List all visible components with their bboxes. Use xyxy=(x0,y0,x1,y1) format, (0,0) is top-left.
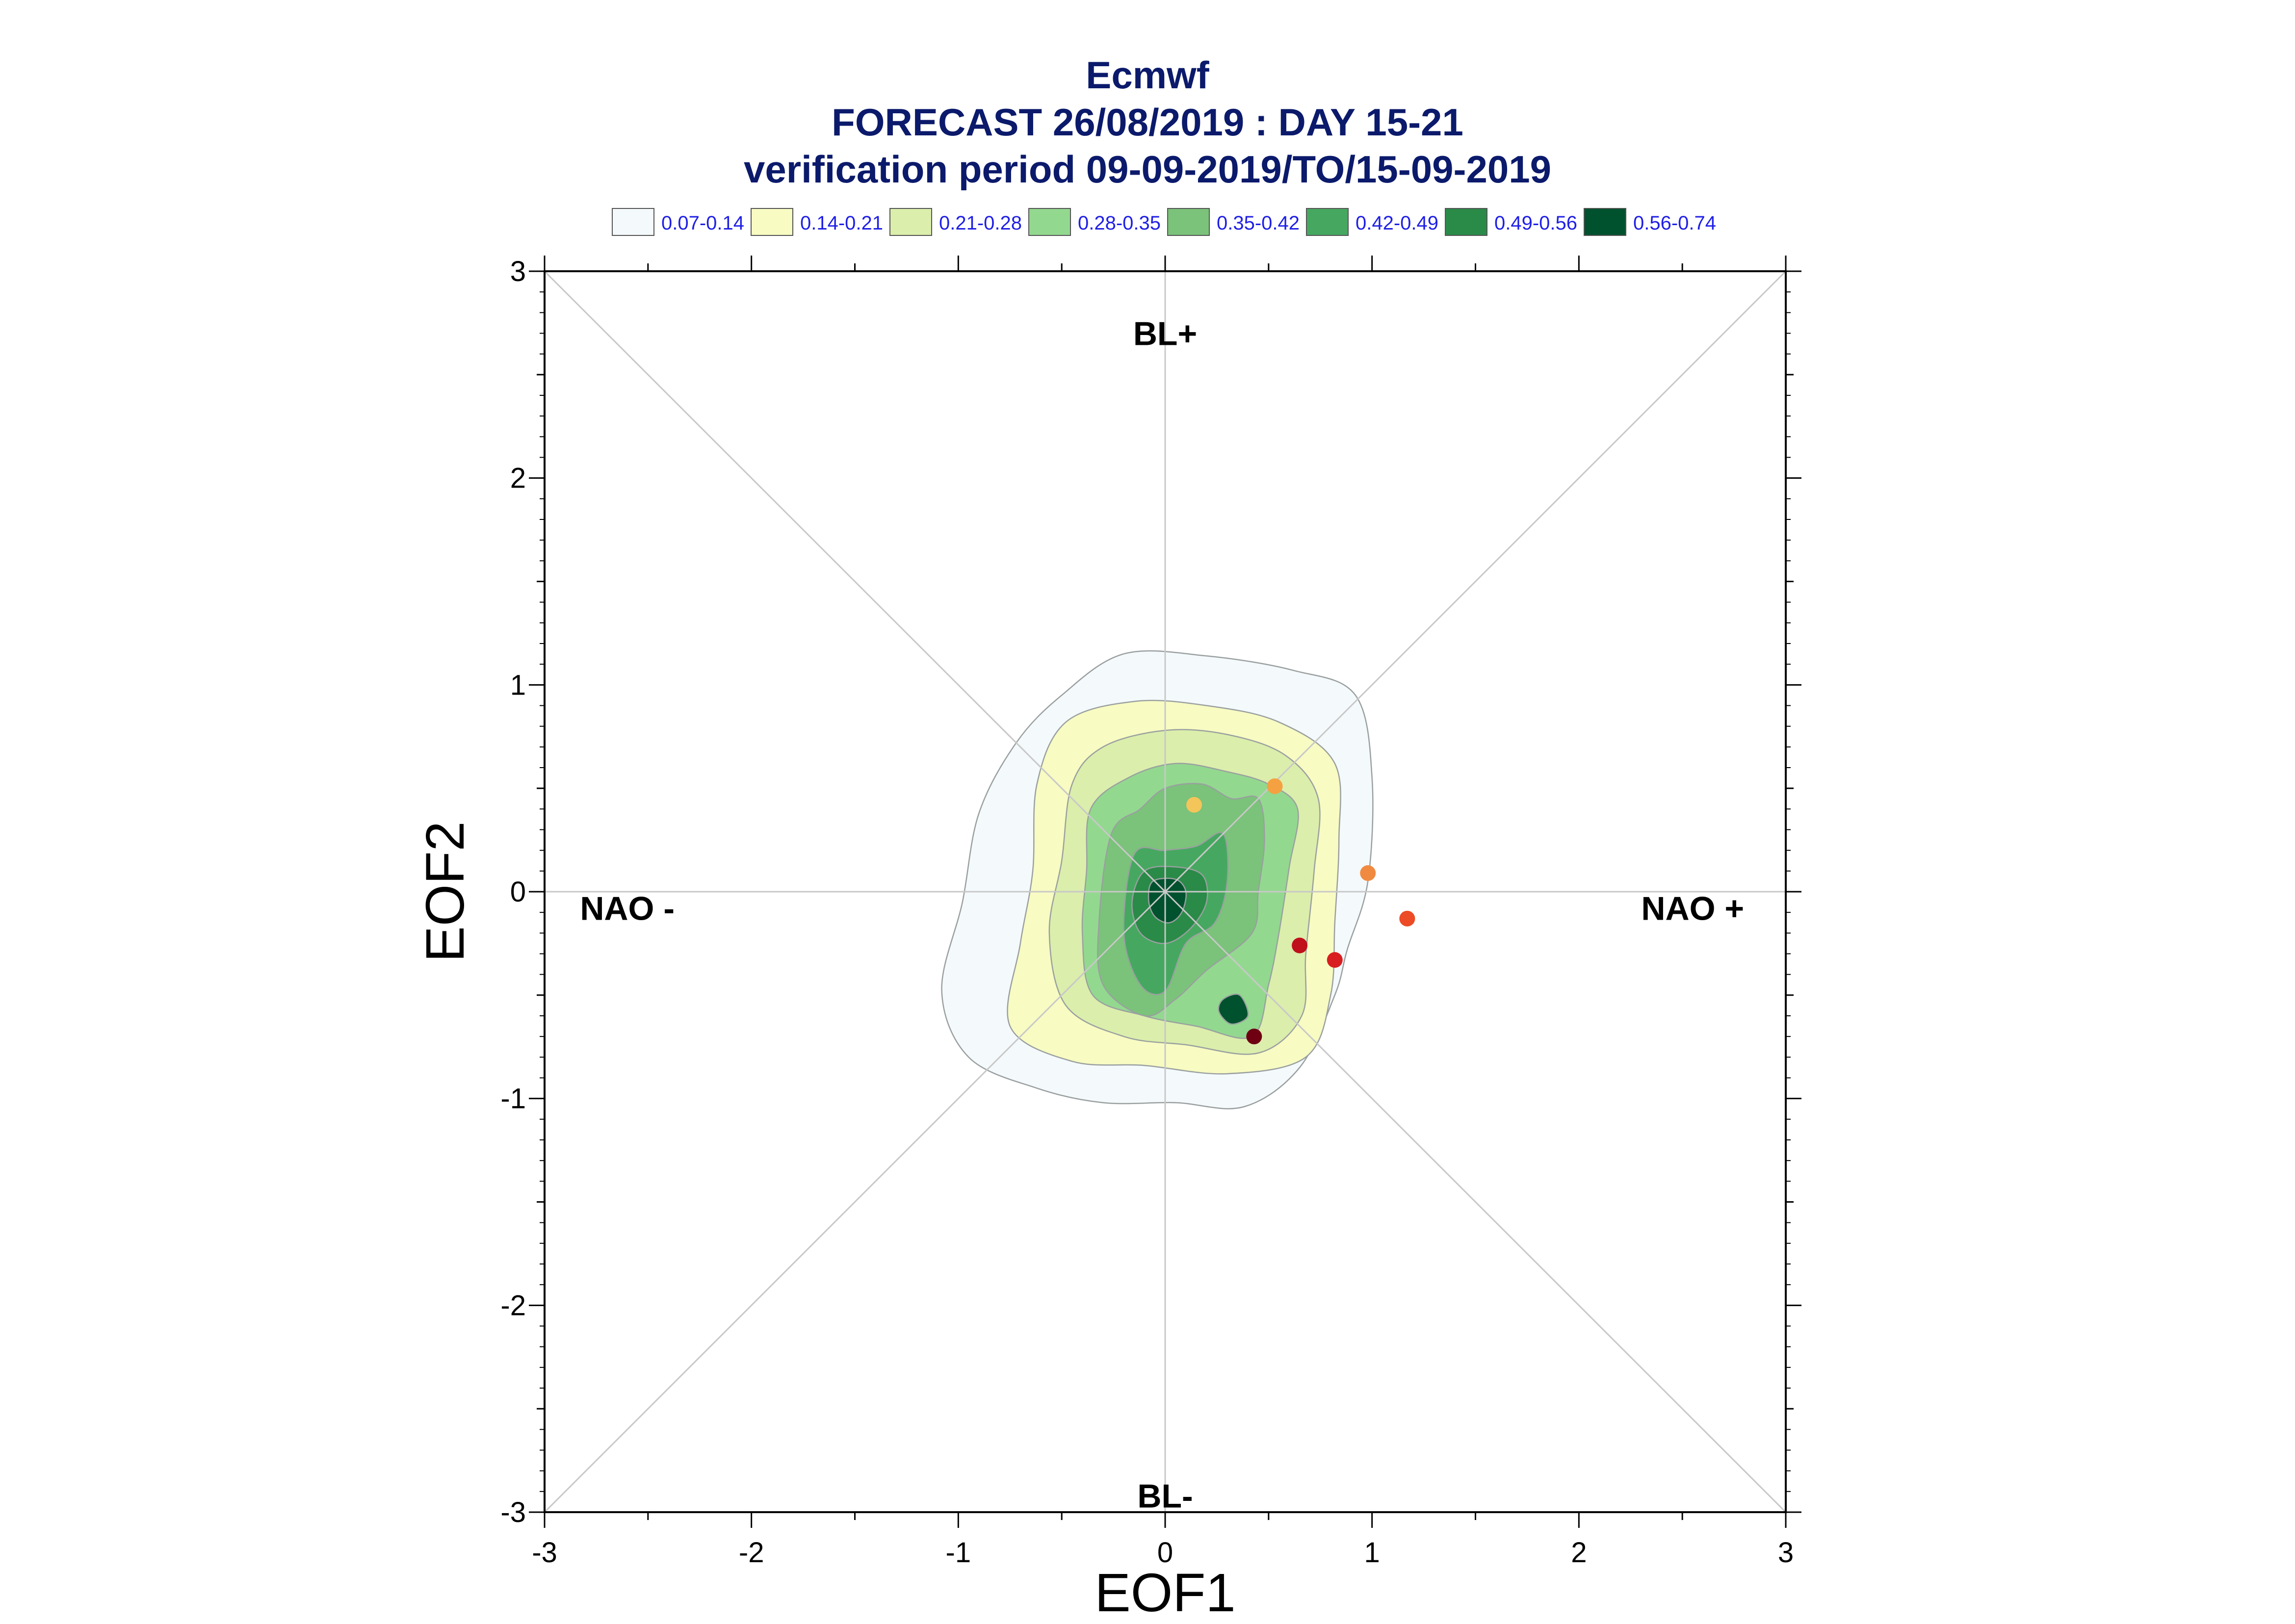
y-tick-label: 1 xyxy=(510,669,526,701)
legend-swatch xyxy=(612,208,654,236)
legend-label: 0.56-0.74 xyxy=(1633,212,1716,234)
legend: 0.07-0.14 0.14-0.21 0.21-0.28 0.28-0.35 0.35… xyxy=(612,208,1716,236)
y-tick-label: -1 xyxy=(500,1083,526,1115)
legend-swatch xyxy=(1445,208,1487,236)
guide-lines xyxy=(544,270,1787,1513)
x-axis-label: EOF1 xyxy=(1095,1563,1235,1623)
chart-title: Ecmwf xyxy=(1086,53,1209,97)
x-tick-label: -3 xyxy=(532,1537,557,1569)
axis-ticks: -3 -2 -1 0 1 2 3 -3 -2 -1 0 1 2 3 xyxy=(500,256,1801,1569)
forecast-point xyxy=(1292,937,1308,954)
legend-label: 0.35-0.42 xyxy=(1217,212,1300,234)
legend-swatch xyxy=(1584,208,1626,236)
legend-swatch xyxy=(1028,208,1071,236)
forecast-point xyxy=(1246,1029,1262,1045)
title-block: Ecmwf FORECAST 26/08/2019 : DAY 15-21 ve… xyxy=(0,52,2295,193)
regime-label: BL- xyxy=(1137,1477,1193,1515)
legend-label: 0.21-0.28 xyxy=(939,212,1022,234)
legend-swatch xyxy=(751,208,793,236)
axis-labels: EOF1 EOF2 xyxy=(415,821,1236,1623)
regime-label: NAO + xyxy=(1641,890,1744,928)
chart-subtitle-2: verification period 09-09-2019/TO/15-09-… xyxy=(743,148,1552,191)
forecast-point xyxy=(1399,910,1415,927)
x-tick-label: 1 xyxy=(1364,1537,1380,1569)
forecast-point xyxy=(1186,797,1202,813)
chart-subtitle: FORECAST 26/08/2019 : DAY 15-21 xyxy=(832,101,1463,144)
y-tick-label: 0 xyxy=(510,876,526,908)
forecast-point xyxy=(1360,865,1376,881)
y-axis-label: EOF2 xyxy=(415,821,475,962)
y-tick-label: -3 xyxy=(500,1496,526,1528)
legend-label: 0.28-0.35 xyxy=(1078,212,1161,234)
legend-label: 0.42-0.49 xyxy=(1356,212,1438,234)
forecast-point xyxy=(1267,778,1283,794)
density-contours xyxy=(941,650,1374,1109)
legend-label: 0.49-0.56 xyxy=(1494,212,1577,234)
x-tick-label: -2 xyxy=(739,1537,764,1569)
x-tick-label: 3 xyxy=(1778,1537,1794,1569)
legend-swatch xyxy=(1306,208,1349,236)
regime-label: BL+ xyxy=(1133,315,1197,353)
contour-0.56-0.74 xyxy=(1218,993,1249,1025)
legend-label: 0.07-0.14 xyxy=(661,212,744,234)
legend-label: 0.14-0.21 xyxy=(800,212,883,234)
y-tick-label: 2 xyxy=(510,463,526,494)
forecast-points xyxy=(1186,778,1415,1045)
y-tick-label: 3 xyxy=(510,256,526,287)
forecast-point xyxy=(1327,952,1343,968)
x-tick-label: 0 xyxy=(1157,1537,1173,1569)
legend-swatch xyxy=(1167,208,1210,236)
y-tick-label: -2 xyxy=(500,1289,526,1321)
x-tick-label: 2 xyxy=(1571,1537,1587,1569)
legend-swatch xyxy=(889,208,932,236)
regime-label: NAO - xyxy=(580,890,675,928)
x-tick-label: -1 xyxy=(946,1537,971,1569)
regime-labels: BL+ BL- NAO - NAO + xyxy=(580,315,1744,1515)
